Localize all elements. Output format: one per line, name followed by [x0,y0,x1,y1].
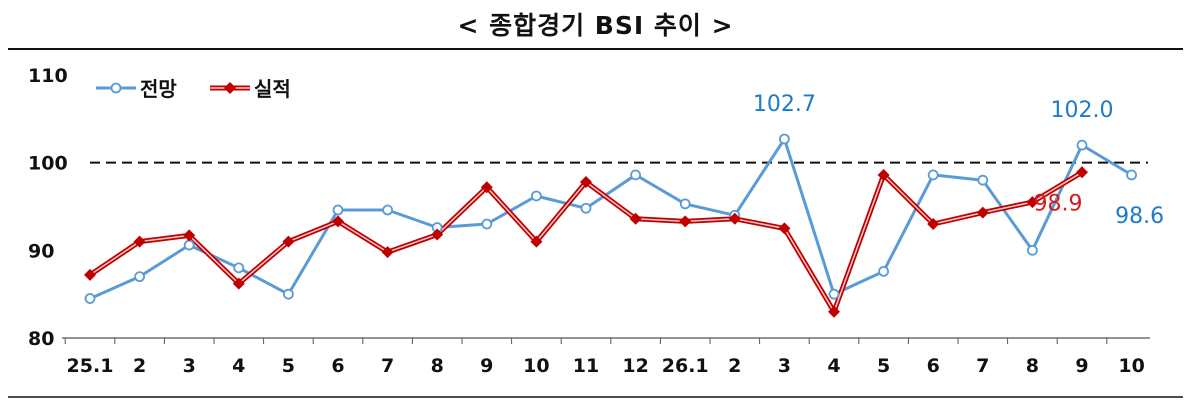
data-point-실적 [232,277,245,290]
x-tick-label: 26.1 [662,355,709,377]
data-point-전망 [630,169,641,181]
data-label: 102.0 [1051,98,1114,123]
data-point-전망 [481,218,493,230]
data-point-실적 [381,246,394,259]
x-tick-label: 8 [1026,355,1039,377]
data-point-전망 [134,271,146,283]
x-tick-label: 4 [232,355,245,377]
x-tick-label: 11 [573,355,599,377]
series-line-전망 [89,137,1133,300]
data-point-실적 [133,235,146,248]
data-point-전망 [233,262,245,274]
series-line-실적 [88,170,1084,315]
data-point-실적 [976,206,989,219]
x-tick-label: 7 [976,355,989,377]
data-point-실적 [1076,166,1088,179]
x-tick-label: 2 [133,355,146,377]
x-tick-label: 4 [827,355,840,377]
data-point-전망 [531,190,542,202]
y-tick-label: 90 [28,240,54,262]
data-point-실적 [282,235,295,248]
x-tick-label: 8 [431,355,444,377]
x-tick-label: 3 [778,355,791,377]
x-tick-label: 6 [927,355,940,377]
legend-label-전망: 전망 [140,77,177,101]
data-point-실적 [580,175,592,188]
data-point-실적 [927,218,940,231]
data-point-실적 [629,212,642,225]
y-tick-label: 100 [28,153,68,175]
x-tick-label: 12 [622,355,648,377]
data-point-전망 [183,239,195,251]
data-point-전망 [828,288,840,300]
data-point-실적 [1026,196,1039,209]
x-tick-label: 10 [523,355,549,377]
legend-marker-전망 [110,82,122,94]
data-point-전망 [927,169,939,181]
data-label: 98.6 [1115,204,1164,229]
y-tick-label: 80 [28,328,54,350]
legend: 전망 실적 [96,77,291,101]
series-line-inner-실적 [89,171,1083,313]
data-point-실적 [728,212,741,225]
data-point-전망 [382,204,394,216]
data-point-전망 [580,202,592,214]
x-tick-label: 5 [877,355,890,377]
data-point-전망 [1126,169,1137,181]
legend-label-실적: 실적 [254,77,291,101]
x-tick-label: 2 [728,355,741,377]
data-point-전망 [679,198,691,210]
data-point-실적 [183,229,196,242]
data-point-전망 [84,293,96,304]
data-point-실적 [480,181,493,194]
x-tick-label: 25.1 [67,355,114,377]
data-point-실적 [431,228,444,241]
data-point-실적 [530,235,543,248]
data-label: 102.7 [753,92,816,117]
x-tick-label: 9 [480,355,493,377]
x-tick-label: 9 [1075,355,1088,377]
x-tick-label: 10 [1118,355,1144,377]
chart-title: < 종합경기 BSI 추이 > [457,11,734,40]
y-tick-label: 110 [28,65,68,87]
data-point-전망 [1027,244,1038,256]
legend-marker-실적 [224,82,236,94]
data-point-전망 [977,174,989,186]
data-point-실적 [828,305,840,318]
x-tick-label: 3 [183,355,196,377]
data-point-실적 [84,268,96,281]
data-point-전망 [332,204,344,216]
x-tick-label: 7 [381,355,394,377]
data-point-전망 [282,288,294,300]
data-point-실적 [332,215,344,228]
data-point-전망 [779,133,790,145]
data-point-실적 [778,222,791,235]
x-tick-label: 6 [331,355,344,377]
data-point-실적 [877,168,890,181]
data-point-전망 [1076,139,1088,151]
data-point-실적 [679,215,692,228]
data-point-전망 [878,265,889,277]
x-tick-label: 5 [282,355,295,377]
data-label: 98.9 [1034,191,1083,216]
